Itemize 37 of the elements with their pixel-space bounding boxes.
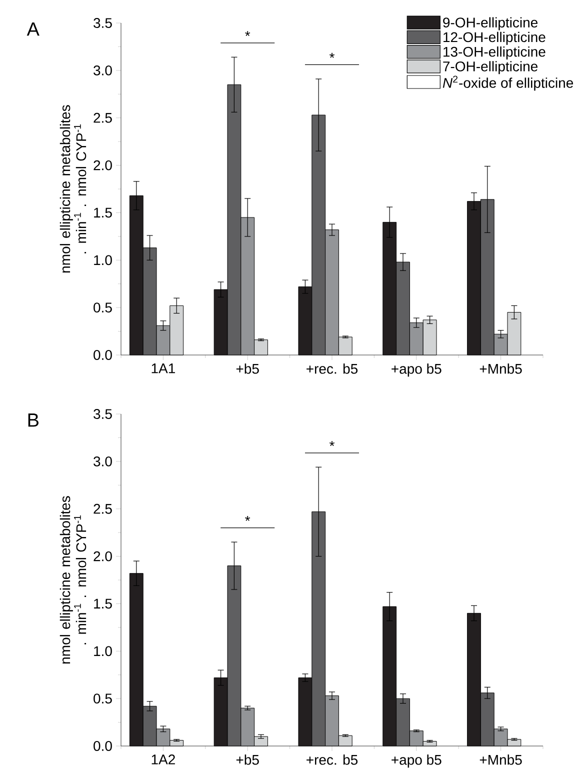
legend-label: N$^{2}$-oxide of ellipticine <box>442 76 574 91</box>
x-tick-label: +Mnb5 <box>480 364 522 374</box>
x-tick-label: 1A2 <box>152 754 175 764</box>
y-tick-label: 3.5 <box>94 409 112 419</box>
y-tick-label: 1.0 <box>94 255 112 266</box>
legend-label: 9-OH-ellipticine <box>443 17 538 30</box>
y-tick-label: 2.0 <box>94 551 112 562</box>
chart-title: A <box>26 22 40 36</box>
y-tick-label: 2.5 <box>94 112 112 123</box>
y-tick-label: 2.5 <box>94 504 112 514</box>
y-tick-label: 3.5 <box>94 18 112 28</box>
annotation: * <box>245 31 250 36</box>
y-tick-label: 0.0 <box>94 350 112 360</box>
annotation: * <box>329 52 335 58</box>
y-tick-label: 0.0 <box>94 741 112 751</box>
y-tick-label: 0.5 <box>94 302 112 313</box>
x-tick-label: +rec. b5 <box>306 754 358 765</box>
x-tick-label: +apo b5 <box>392 364 442 377</box>
legend-label: 13-OH-ellipticine <box>444 46 546 60</box>
y-tick-label: 2.0 <box>94 160 112 170</box>
y-tick-label: 1.5 <box>94 208 112 218</box>
y-tick-label: 3.0 <box>94 456 112 466</box>
annotation: * <box>245 516 250 521</box>
x-tick-label: +b5 <box>236 364 259 374</box>
y-tick-label: 3.0 <box>94 65 112 76</box>
x-tick-label: +apo b5 <box>392 754 442 768</box>
x-tick-label: +Mnb5 <box>480 754 522 765</box>
legend-label: 12-OH-ellipticine <box>444 32 546 45</box>
x-tick-label: 1A1 <box>152 364 175 374</box>
chart-title: B <box>28 414 38 427</box>
y-tick-label: 1.5 <box>94 598 112 609</box>
x-tick-label: +rec. b5 <box>306 364 358 374</box>
y-tick-label: 1.0 <box>94 646 112 656</box>
legend-label: 7-OH-ellipticine <box>443 61 538 74</box>
y-tick-label: 0.5 <box>94 694 112 704</box>
x-tick-label: +b5 <box>236 754 259 765</box>
annotation: * <box>329 441 335 446</box>
